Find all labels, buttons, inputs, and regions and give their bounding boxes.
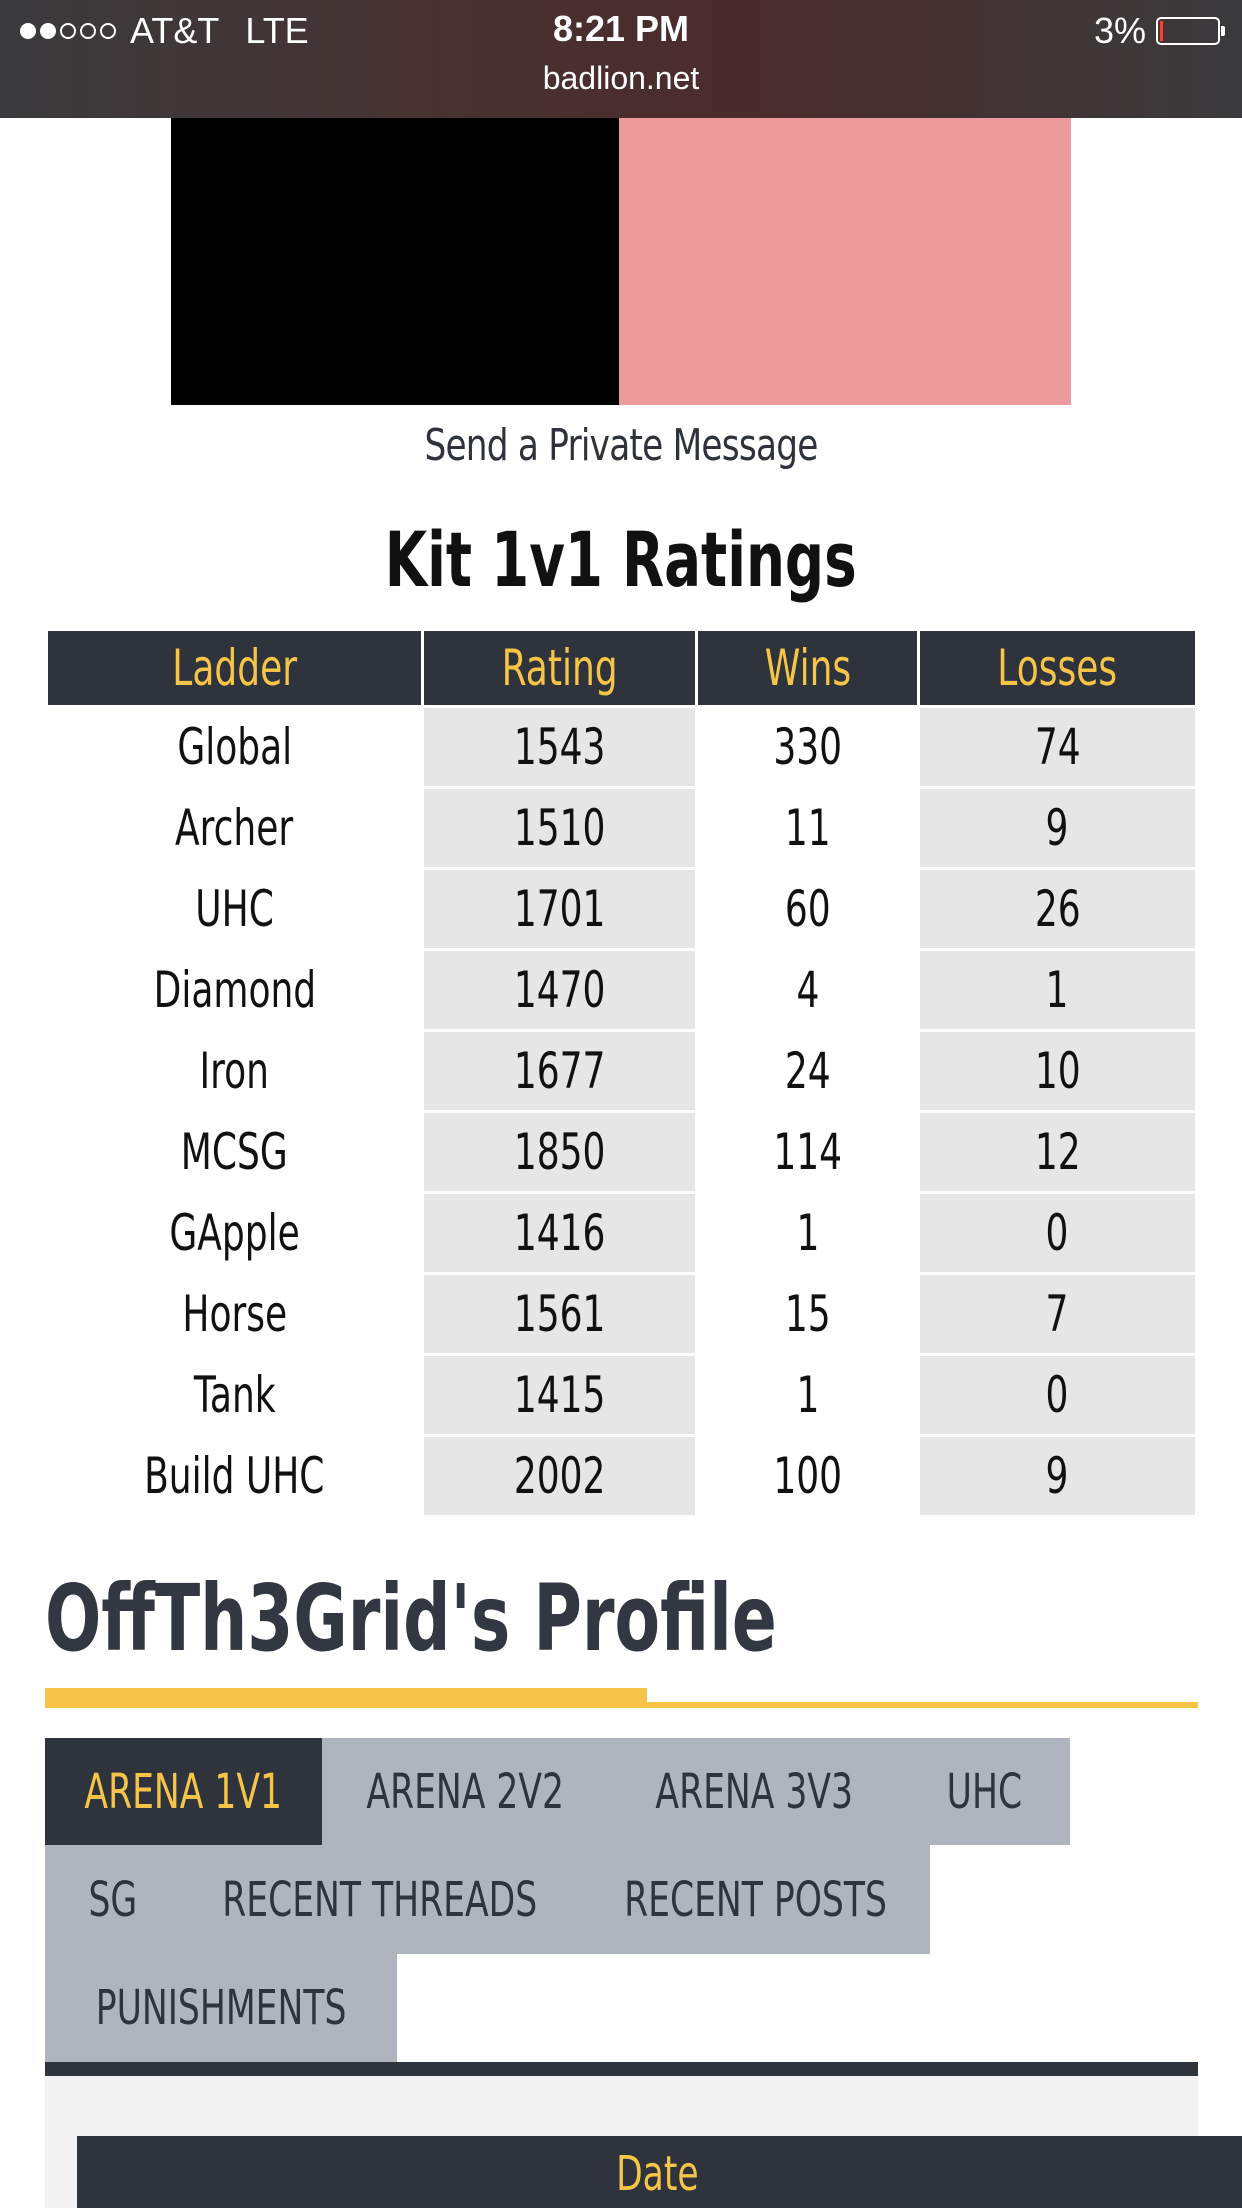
status-bar: AT&T LTE 8:21 PM badlion.net 3% <box>0 0 1242 118</box>
table-row: UHC 1701 60 26 <box>48 870 1195 948</box>
cell-rating: 1416 <box>424 1194 696 1272</box>
cell-wins: 60 <box>784 880 831 938</box>
cell-rating: 1677 <box>424 1032 696 1110</box>
signal-icon <box>20 23 120 39</box>
tab-content-bar <box>45 2062 1198 2076</box>
cell-losses: 12 <box>919 1113 1195 1191</box>
cell-rating: 1561 <box>424 1275 696 1353</box>
cell-rating: 2002 <box>424 1437 696 1515</box>
profile-title-rule <box>45 1702 1198 1708</box>
url-bar[interactable]: badlion.net <box>542 60 700 96</box>
send-private-message-link[interactable]: Send a Private Message <box>424 420 818 471</box>
cell-ladder: UHC <box>195 880 274 938</box>
tab-sg[interactable]: SG <box>45 1845 180 1954</box>
table-row: Tank 1415 1 0 <box>48 1356 1195 1434</box>
table-row: Iron 1677 24 10 <box>48 1032 1195 1110</box>
status-left: AT&T LTE <box>20 10 309 52</box>
cell-ladder: MCSG <box>181 1123 289 1181</box>
carrier-label: AT&T <box>130 10 220 51</box>
cell-losses: 1 <box>919 951 1195 1029</box>
battery-icon <box>1156 17 1225 45</box>
cell-wins: 114 <box>773 1123 842 1181</box>
cell-rating: 1470 <box>424 951 696 1029</box>
cell-losses: 0 <box>919 1356 1195 1434</box>
cell-losses: 26 <box>919 870 1195 948</box>
cell-losses: 9 <box>919 789 1195 867</box>
tab-recent-posts[interactable]: RECENT POSTS <box>580 1845 930 1954</box>
profile-title-underline <box>45 1688 647 1704</box>
tab-recent-threads[interactable]: RECENT THREADS <box>180 1845 580 1954</box>
cell-ladder: GApple <box>169 1204 300 1262</box>
cell-rating: 1510 <box>424 789 696 867</box>
cell-wins: 330 <box>773 718 842 776</box>
profile-title: OffTh3Grid's Profile <box>45 1565 777 1672</box>
table-row: Horse 1561 15 7 <box>48 1275 1195 1353</box>
tab-punishments[interactable]: PUNISHMENTS <box>45 1954 397 2062</box>
tab-arena-1v1[interactable]: ARENA 1V1 <box>45 1738 322 1845</box>
cell-rating: 1701 <box>424 870 696 948</box>
cell-ladder: Global <box>177 718 292 776</box>
header-rating: Rating <box>424 631 696 705</box>
ratings-table: Ladder Rating Wins Losses Global 1543 33… <box>45 628 1198 1518</box>
header-wins: Wins <box>698 631 917 705</box>
cell-ladder: Horse <box>182 1285 287 1343</box>
cell-wins: 1 <box>796 1204 819 1262</box>
cell-wins: 1 <box>796 1366 819 1424</box>
tab-uhc[interactable]: UHC <box>899 1738 1070 1845</box>
clock: 8:21 PM <box>552 8 690 49</box>
cell-wins: 11 <box>784 799 831 857</box>
table-row: Build UHC 2002 100 9 <box>48 1437 1195 1515</box>
cell-wins: 15 <box>784 1285 831 1343</box>
cell-losses: 10 <box>919 1032 1195 1110</box>
matches-table-header: Date <box>77 2136 1242 2208</box>
table-row: Global 1543 330 74 <box>48 708 1195 786</box>
table-row: Diamond 1470 4 1 <box>48 951 1195 1029</box>
tab-arena-3v3[interactable]: ARENA 3V3 <box>609 1738 899 1845</box>
network-label: LTE <box>245 10 309 51</box>
cell-rating: 1415 <box>424 1356 696 1434</box>
ratings-title: Kit 1v1 Ratings <box>385 515 857 604</box>
status-right: 3% <box>1093 10 1225 52</box>
cell-losses: 9 <box>919 1437 1195 1515</box>
cell-wins: 24 <box>784 1042 831 1100</box>
tab-arena-2v2[interactable]: ARENA 2V2 <box>322 1738 609 1845</box>
cell-losses: 74 <box>919 708 1195 786</box>
header-losses: Losses <box>919 631 1195 705</box>
header-date: Date <box>615 2146 699 2202</box>
ratings-header-row: Ladder Rating Wins Losses <box>48 631 1195 705</box>
cell-rating: 1543 <box>424 708 696 786</box>
cell-ladder: Tank <box>193 1366 276 1424</box>
table-row: GApple 1416 1 0 <box>48 1194 1195 1272</box>
header-ladder: Ladder <box>48 631 422 705</box>
cell-ladder: Iron <box>199 1042 270 1100</box>
profile-banner-left <box>171 118 619 405</box>
cell-ladder: Build UHC <box>144 1447 325 1505</box>
table-row: MCSG 1850 114 12 <box>48 1113 1195 1191</box>
battery-percent: 3% <box>1093 10 1146 51</box>
cell-wins: 100 <box>773 1447 842 1505</box>
cell-losses: 7 <box>919 1275 1195 1353</box>
cell-wins: 4 <box>796 961 819 1019</box>
profile-banner-right <box>619 118 1071 405</box>
cell-ladder: Archer <box>175 799 294 857</box>
cell-ladder: Diamond <box>153 961 316 1019</box>
cell-rating: 1850 <box>424 1113 696 1191</box>
table-row: Archer 1510 11 9 <box>48 789 1195 867</box>
cell-losses: 0 <box>919 1194 1195 1272</box>
